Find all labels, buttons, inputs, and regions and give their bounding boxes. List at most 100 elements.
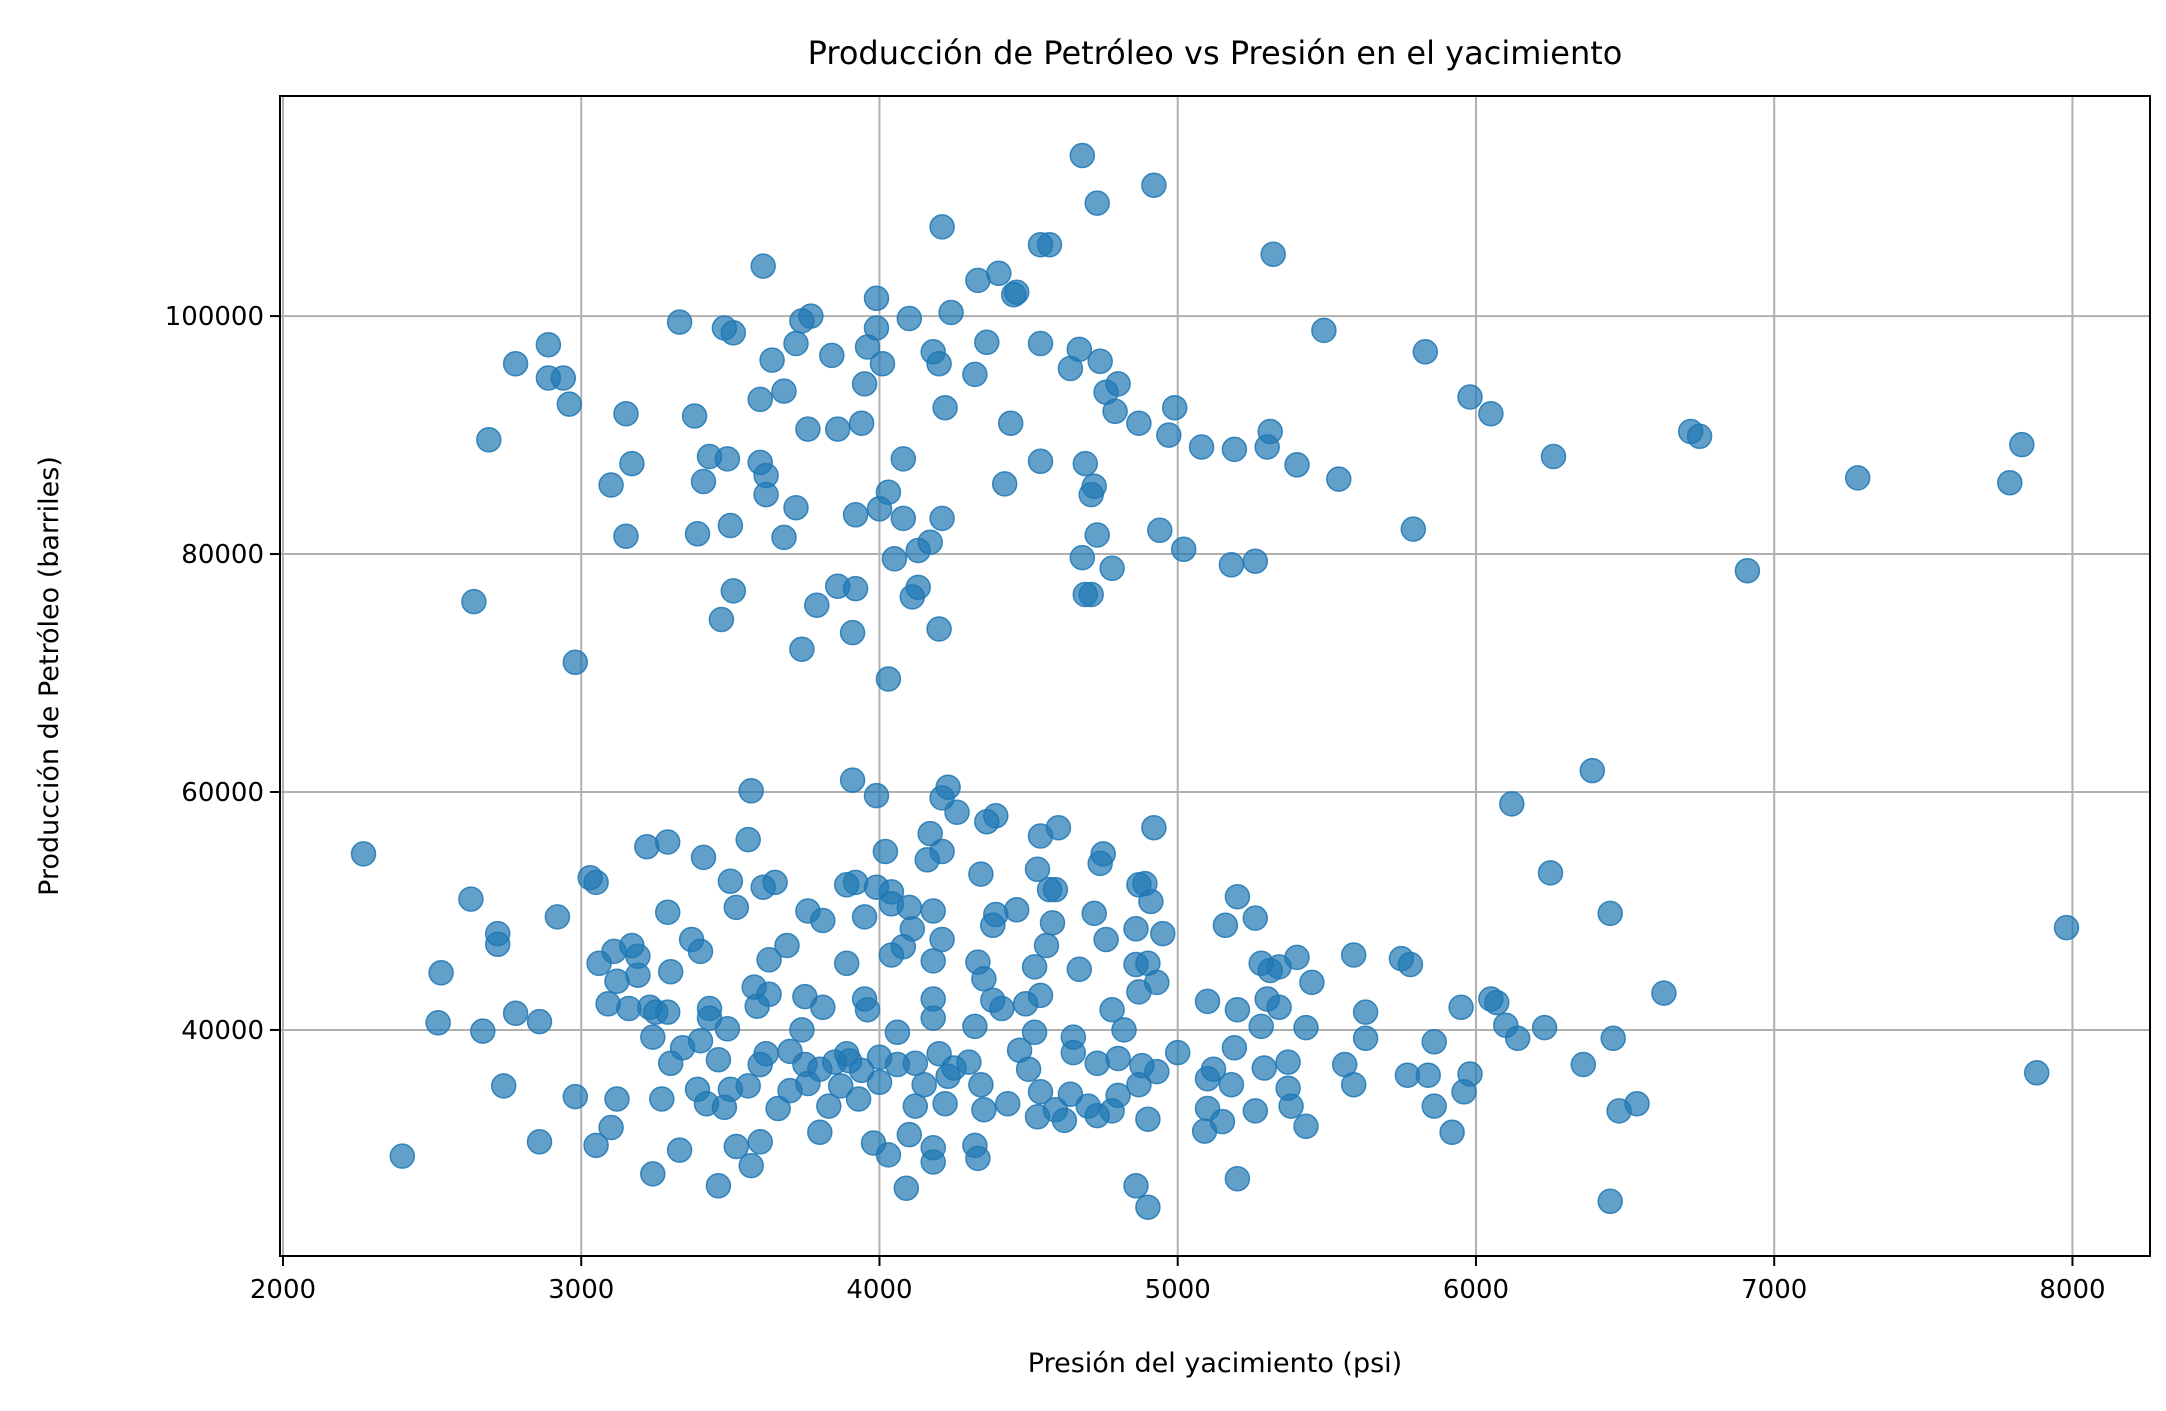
data-point xyxy=(1504,1025,1531,1052)
data-point xyxy=(1188,434,1215,460)
data-point xyxy=(1254,434,1280,460)
data-point xyxy=(1084,1050,1110,1077)
data-point xyxy=(583,1132,609,1159)
data-point xyxy=(1194,988,1221,1015)
data-point xyxy=(1451,1079,1477,1105)
data-point xyxy=(869,350,896,377)
data-point xyxy=(619,450,645,477)
data-point xyxy=(1003,897,1030,923)
data-point xyxy=(502,1000,529,1027)
data-point xyxy=(1093,926,1119,953)
data-point xyxy=(845,1086,872,1112)
data-point xyxy=(917,820,943,847)
data-point xyxy=(1531,1014,1558,1041)
data-point xyxy=(1221,436,1248,463)
data-point xyxy=(425,1010,451,1036)
data-point xyxy=(1260,241,1286,267)
data-point xyxy=(657,958,684,985)
data-point xyxy=(929,926,955,953)
data-point xyxy=(1087,348,1113,375)
data-point xyxy=(938,299,964,326)
data-point xyxy=(833,950,860,977)
data-point xyxy=(708,606,735,633)
data-point xyxy=(854,996,881,1023)
data-point xyxy=(789,1017,815,1043)
data-point xyxy=(1135,1194,1161,1220)
data-point xyxy=(810,907,836,934)
data-point xyxy=(872,838,899,865)
data-point xyxy=(935,1063,961,1090)
data-point xyxy=(1209,1108,1236,1135)
data-point xyxy=(881,546,908,572)
data-point xyxy=(839,619,866,646)
x-tick-label: 4000 xyxy=(846,1275,912,1305)
y-tick-label: 100000 xyxy=(165,302,264,332)
data-point xyxy=(1844,465,1871,491)
data-point xyxy=(1537,860,1564,886)
data-point xyxy=(1266,994,1292,1021)
data-point xyxy=(586,950,612,977)
data-point xyxy=(824,416,851,442)
data-point xyxy=(1150,920,1176,947)
data-point xyxy=(968,1071,994,1098)
data-point xyxy=(974,329,1000,356)
data-point xyxy=(476,427,502,453)
data-point xyxy=(783,494,809,521)
data-point xyxy=(1299,969,1325,996)
data-point xyxy=(1024,856,1051,883)
data-point xyxy=(902,1050,929,1077)
data-point xyxy=(890,505,917,532)
data-point xyxy=(1066,956,1093,983)
data-point xyxy=(1484,989,1510,1016)
data-point xyxy=(926,350,952,377)
data-point xyxy=(997,410,1024,436)
data-point xyxy=(1412,339,1439,365)
data-point xyxy=(735,1073,761,1099)
data-point xyxy=(1033,932,1060,959)
data-point xyxy=(920,1149,946,1175)
data-point xyxy=(744,993,770,1019)
data-point xyxy=(723,1133,750,1160)
data-point xyxy=(1144,1058,1170,1085)
data-point xyxy=(1686,423,1713,450)
data-point xyxy=(842,575,869,602)
data-point xyxy=(684,521,711,547)
data-point xyxy=(893,1175,920,1201)
data-point xyxy=(598,472,624,498)
data-point xyxy=(1069,544,1096,571)
data-point xyxy=(848,1057,875,1084)
data-point xyxy=(1078,481,1104,508)
data-point xyxy=(1069,142,1096,169)
data-point xyxy=(458,886,484,912)
data-point xyxy=(1421,1029,1447,1055)
data-point xyxy=(1284,452,1310,478)
data-point xyxy=(1072,450,1099,477)
data-point xyxy=(1311,317,1337,344)
data-point xyxy=(1278,1093,1304,1119)
data-point xyxy=(556,391,583,417)
data-point xyxy=(854,334,881,360)
data-point xyxy=(1060,1039,1087,1066)
data-point xyxy=(666,1137,693,1163)
data-point xyxy=(640,1161,666,1187)
data-point xyxy=(1135,1106,1161,1132)
data-point xyxy=(1421,1093,1447,1119)
data-point xyxy=(1027,1079,1054,1105)
data-point xyxy=(625,962,651,988)
data-point xyxy=(1340,942,1367,968)
data-point xyxy=(1540,443,1567,470)
data-point xyxy=(1027,448,1054,475)
data-point xyxy=(932,1090,958,1117)
data-point xyxy=(1141,814,1167,841)
data-point xyxy=(666,309,693,335)
data-point xyxy=(1570,1051,1597,1078)
data-point xyxy=(1036,231,1063,258)
data-point xyxy=(1000,281,1027,308)
data-point xyxy=(1027,823,1054,849)
data-point xyxy=(771,524,797,551)
data-point xyxy=(920,1005,946,1031)
data-point xyxy=(810,994,836,1021)
data-point xyxy=(723,894,750,921)
data-point xyxy=(929,214,955,240)
